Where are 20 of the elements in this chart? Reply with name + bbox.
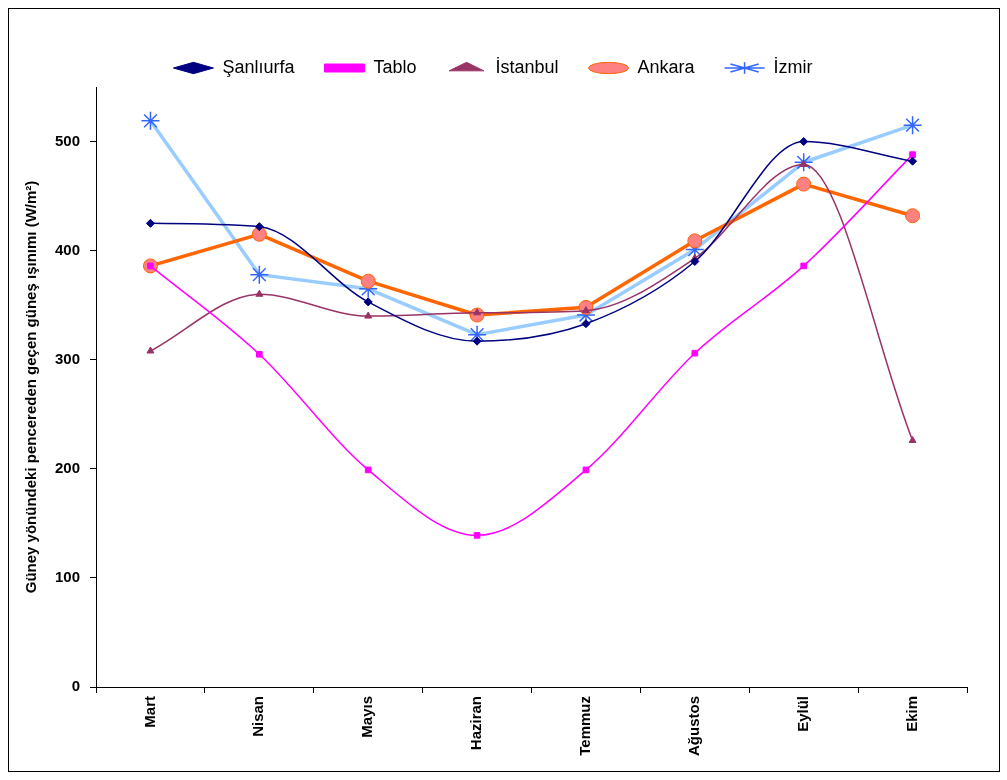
legend-label: Tablo xyxy=(373,56,417,77)
legend-label: Şanlıurfa xyxy=(222,56,296,77)
y-tick-label: 300 xyxy=(55,349,81,367)
y-tick-label: 100 xyxy=(55,568,81,586)
x-tick-label: Nisan xyxy=(249,696,267,737)
legend-label: İzmir xyxy=(773,56,813,77)
legend-label: Ankara xyxy=(637,56,696,77)
x-tick-label: Eylül xyxy=(793,696,811,732)
x-tick-label: Temmuz xyxy=(576,696,594,756)
x-tick-label: Mayıs xyxy=(358,696,376,738)
y-tick-label: 400 xyxy=(55,240,81,258)
x-tick-label: Ekim xyxy=(902,696,920,732)
y-axis-title: Güney yönündeki pencereden geçen güneş ışınımı (W/m²) xyxy=(22,180,40,594)
y-tick-label: 500 xyxy=(55,131,81,149)
y-tick-label: 0 xyxy=(71,677,81,695)
legend-label: İstanbul xyxy=(495,56,559,77)
x-tick-label: Haziran xyxy=(467,696,485,751)
x-tick-label: Ağustos xyxy=(684,696,702,756)
y-tick-label: 200 xyxy=(55,458,81,476)
x-tick-label: Mart xyxy=(140,696,158,728)
